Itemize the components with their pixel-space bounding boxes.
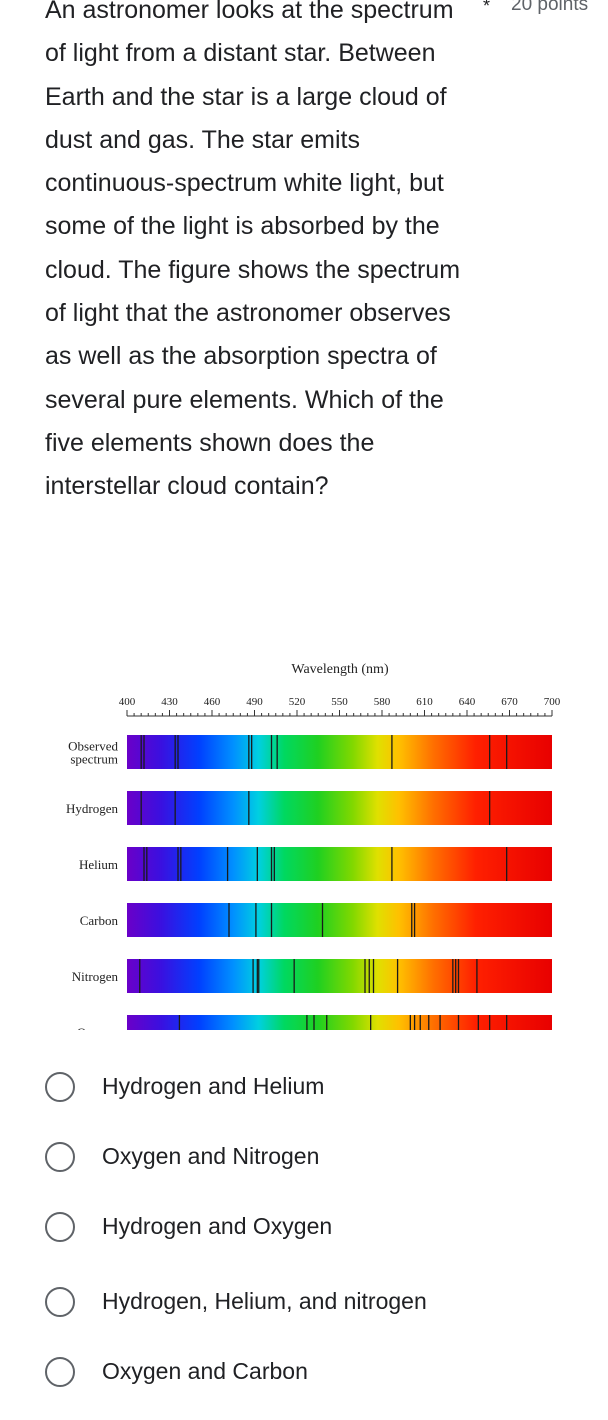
spectrum-row: Carbon [80,903,552,937]
spectrum-label: Helium [79,857,118,872]
radio-button[interactable] [45,1287,75,1317]
spectrum-band [127,847,552,881]
spectrum-label: Nitrogen [72,969,119,984]
tick-label: 460 [204,696,221,708]
question-header: * 20 points [45,0,600,20]
spectrum-band [127,903,552,937]
radio-button[interactable] [45,1072,75,1102]
option-label: Oxygen and Nitrogen [102,1143,320,1169]
radio-button[interactable] [45,1357,75,1387]
radio-button[interactable] [45,1142,75,1172]
spectrum-label: Oxygen [77,1025,119,1030]
spectrum-label: Hydrogen [66,801,118,816]
tick-label: 610 [416,696,433,708]
spectrum-row: Hydrogen [66,791,552,825]
spectrum-label: Observed [68,739,118,754]
spectrum-row: Nitrogen [72,959,552,993]
tick-label: 430 [161,696,178,708]
tick-label: 670 [501,696,518,708]
tick-label: 550 [331,696,348,708]
option-oxygen-carbon[interactable]: Oxygen and Carbon [45,1355,565,1395]
tick-label: 640 [459,696,476,708]
axis-title: Wavelength (nm) [291,662,389,677]
option-hydrogen-oxygen[interactable]: Hydrogen and Oxygen [45,1210,565,1250]
spectrum-band [127,1015,552,1030]
spectrum-band [127,959,552,993]
spectrum-row: Oxygen [77,1015,552,1030]
option-label: Hydrogen, Helium, and nitrogen [102,1288,427,1314]
option-hydrogen-helium[interactable]: Hydrogen and Helium [45,1070,565,1110]
tick-label: 700 [544,696,561,708]
option-label: Hydrogen and Oxygen [102,1213,333,1239]
tick-label: 580 [374,696,391,708]
spectrum-label: Carbon [80,913,119,928]
required-marker: * [483,0,491,16]
option-oxygen-nitrogen[interactable]: Oxygen and Nitrogen [45,1140,565,1180]
radio-button[interactable] [45,1212,75,1242]
tick-label: 490 [246,696,263,708]
spectrum-band [127,735,552,769]
spectra-chart: Wavelength (nm) 400 430 460 490 520 550 580 610… [66,662,561,1030]
spectrum-row: Helium [79,847,552,881]
option-hydrogen-helium-nitrogen[interactable]: Hydrogen, Helium, and nitrogen [45,1285,565,1325]
option-label: Hydrogen and Helium [102,1073,325,1099]
option-label: Oxygen and Carbon [102,1358,308,1384]
question-text: An astronomer looks at the spectrum of l… [45,0,461,501]
tick-label: 400 [119,696,136,708]
spectrum-band [127,791,552,825]
tick-label: 520 [289,696,306,708]
axis-ticks: 400 430 460 490 520 550 580 610 640 670 700 [119,696,561,717]
spectrum-label: spectrum [70,752,118,767]
spectra-figure: Wavelength (nm) 400 430 460 490 520 550 580 610… [0,650,608,1030]
points-label: 20 points [511,0,589,15]
